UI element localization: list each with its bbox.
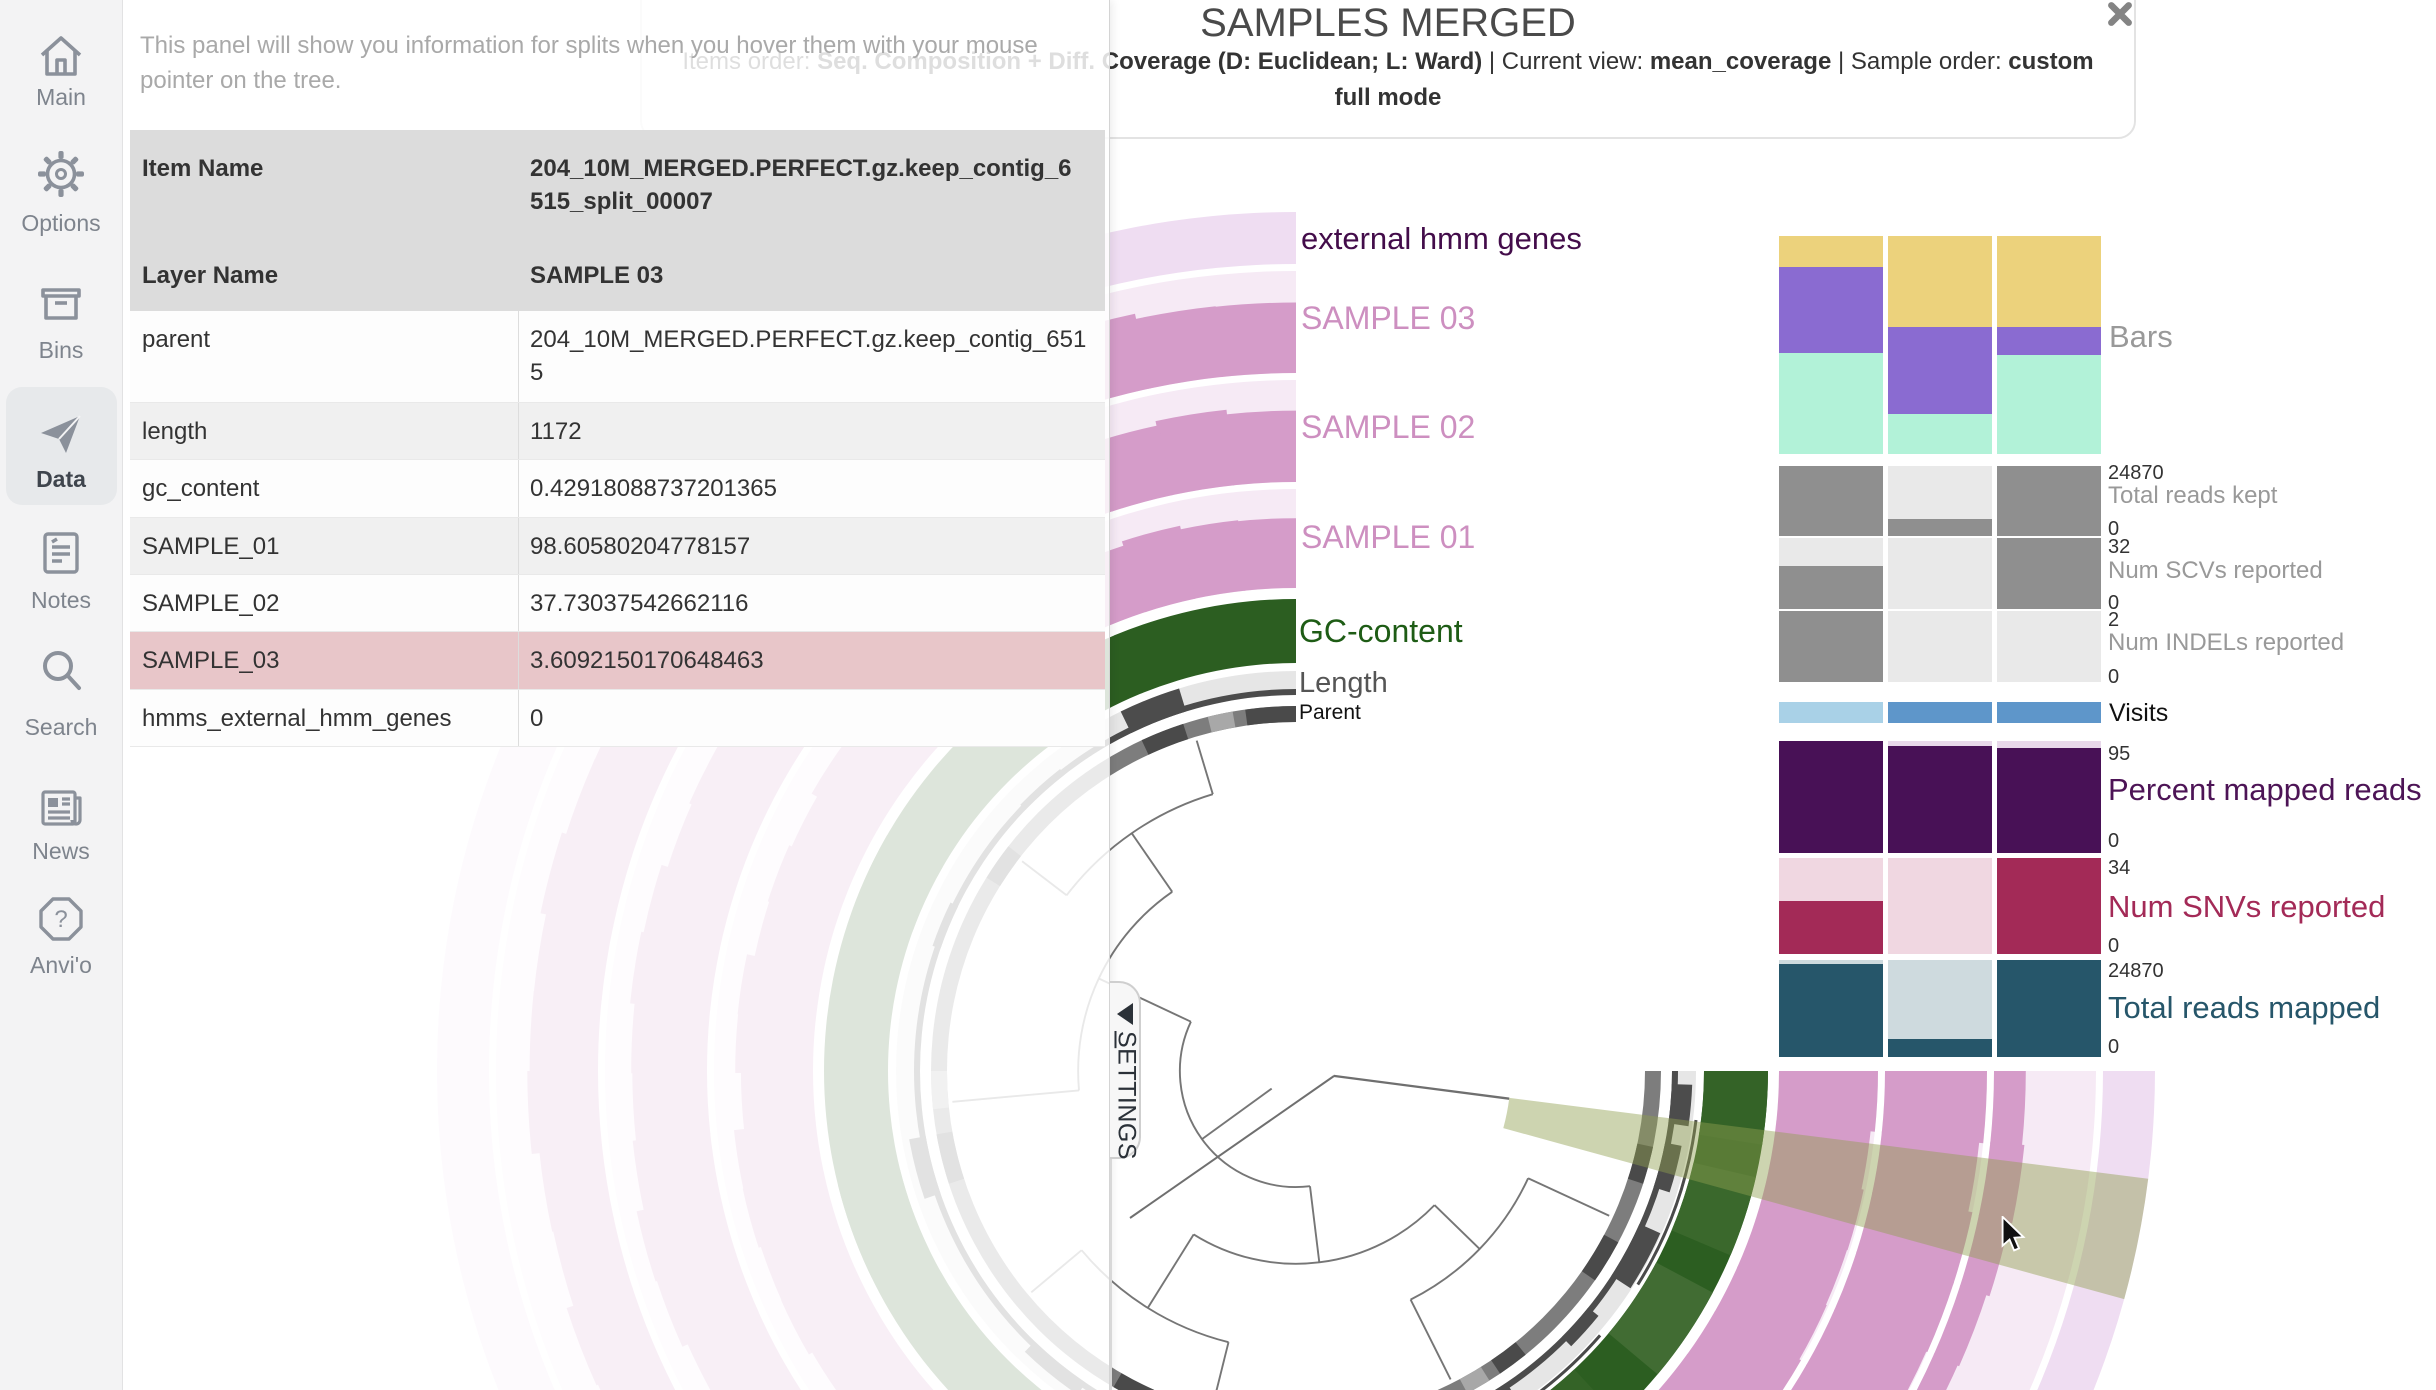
svg-text:?: ? xyxy=(54,906,67,933)
